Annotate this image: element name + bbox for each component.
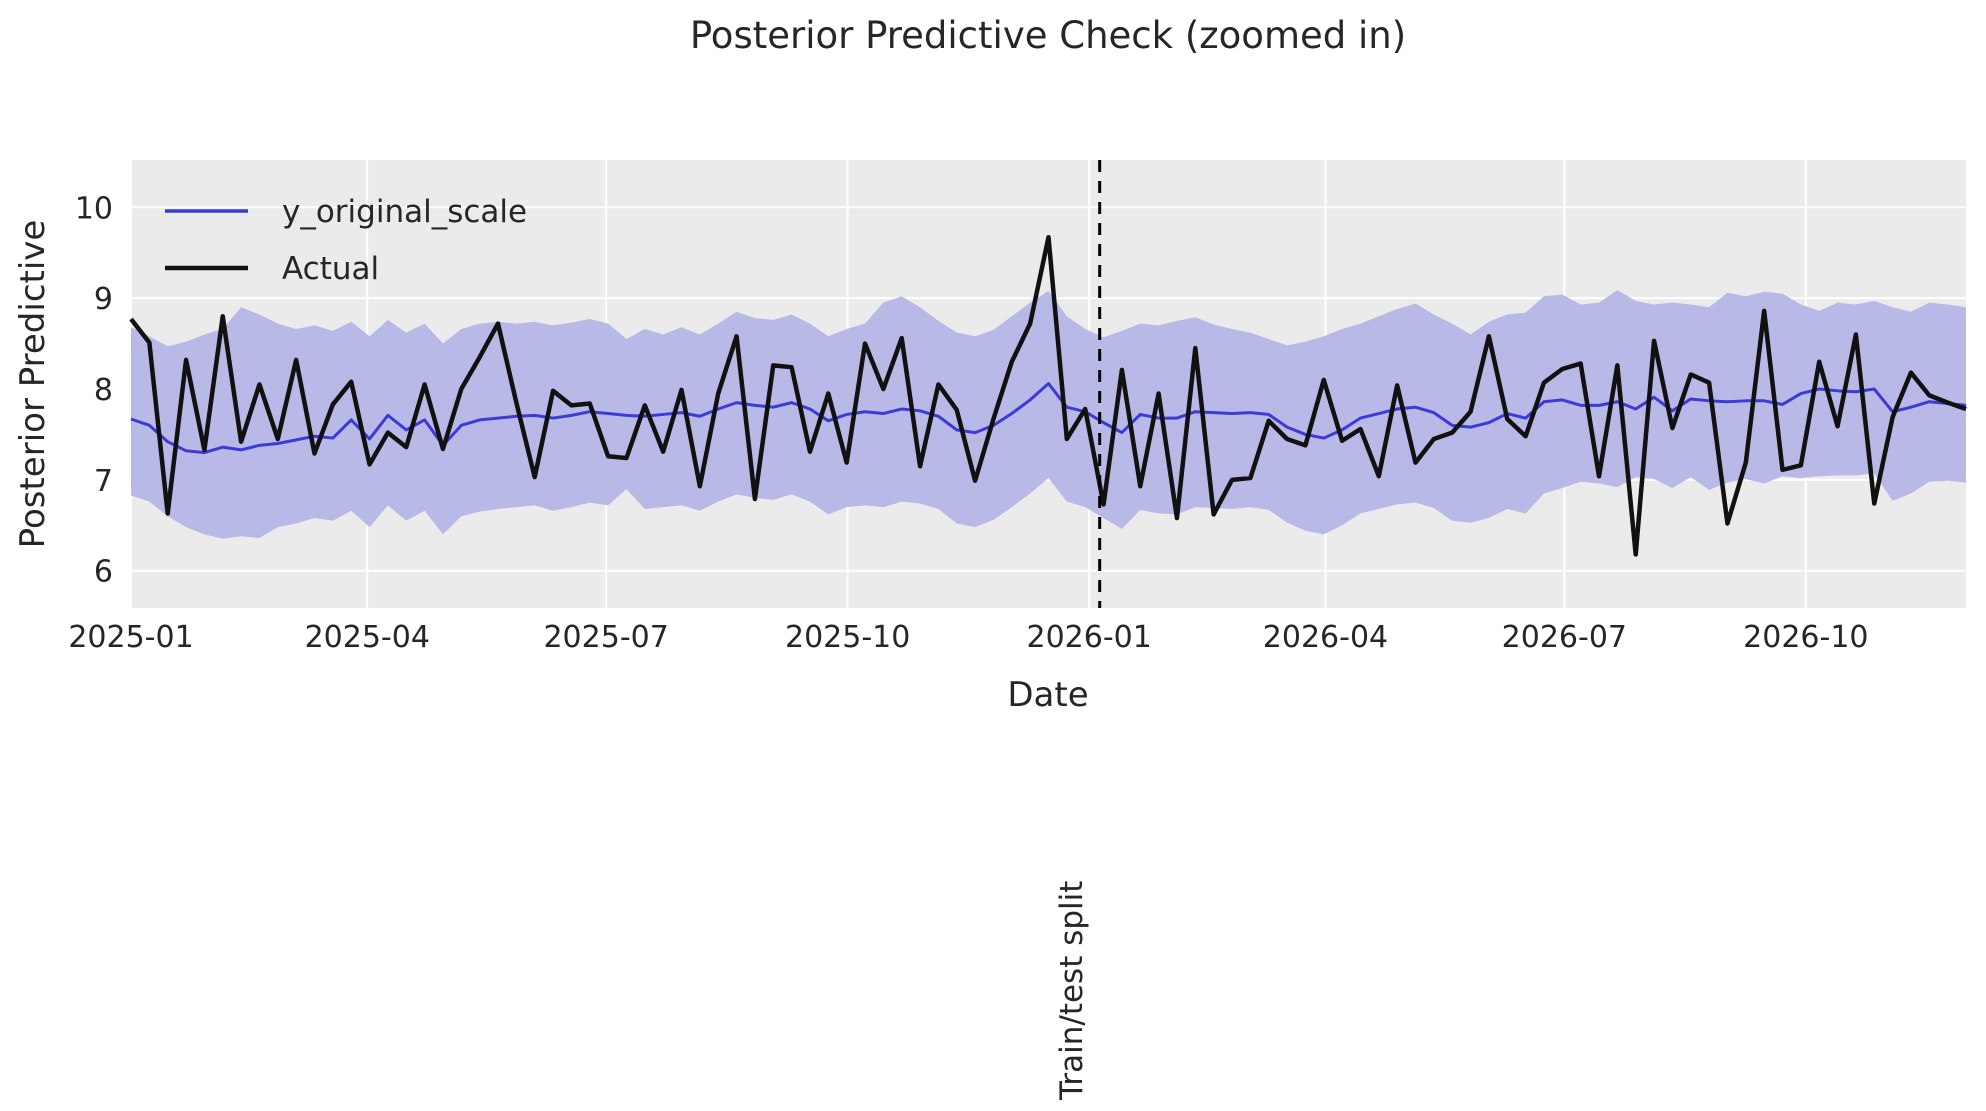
y-tick-label: 9: [94, 282, 113, 317]
x-tick-label: 2025-01: [68, 620, 193, 655]
x-tick-label: 2025-07: [543, 620, 668, 655]
hdi-band: [131, 289, 1966, 539]
x-tick-label: 2026-04: [1263, 620, 1388, 655]
y-axis-label: Posterior Predictive: [13, 220, 53, 549]
posterior-mean-line: [130, 382, 1967, 455]
x-tick-label: 2026-10: [1743, 620, 1868, 655]
y-tick-label: 10: [75, 191, 113, 226]
x-tick-label: 2026-07: [1502, 620, 1627, 655]
y-tick-label: 6: [94, 555, 113, 590]
uncertainty-band-group: [131, 289, 1966, 539]
legend-label-actual: Actual: [282, 251, 379, 287]
x-tick-label: 2025-10: [785, 620, 910, 655]
y-axis-ticks: 6 7 8 9 10: [75, 191, 113, 589]
actual-line: [129, 234, 1967, 557]
x-axis-ticks: 2025-01 2025-04 2025-07 2025-10 2026-01 2026-…: [68, 620, 1868, 655]
x-tick-label: 2026-01: [1027, 620, 1152, 655]
x-tick-label: 2025-04: [305, 620, 430, 655]
y-tick-label: 8: [94, 373, 113, 408]
chart-title: Posterior Predictive Check (zoomed in): [690, 14, 1406, 57]
legend-label-posterior-mean: y_original_scale: [282, 194, 527, 230]
legend: y_original_scale Actual: [165, 194, 527, 287]
y-tick-label: 7: [94, 464, 113, 499]
train-test-split-annotation: Train/test split: [1054, 881, 1090, 1101]
x-axis-label: Date: [1007, 675, 1088, 715]
